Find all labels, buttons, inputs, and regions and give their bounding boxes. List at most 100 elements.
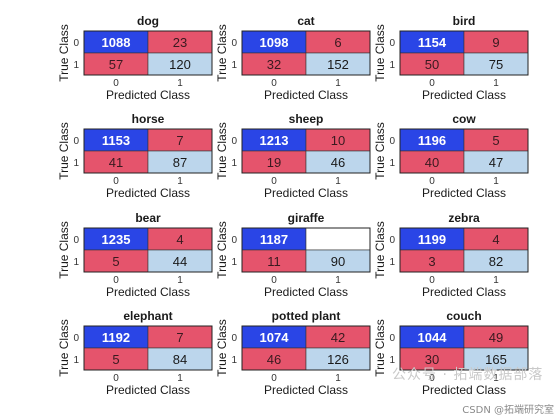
matrix-frame xyxy=(83,325,213,371)
cell-value-label: 41 xyxy=(109,155,123,170)
cell-value-label: 1044 xyxy=(418,330,448,345)
matrix-title: couch xyxy=(446,309,481,323)
x-axis-label: Predicted Class xyxy=(422,285,506,299)
y-tick-label: 1 xyxy=(73,158,79,169)
x-tick-label: 1 xyxy=(335,275,341,286)
matrix-title: giraffe xyxy=(288,211,325,225)
matrix-frame xyxy=(399,30,529,76)
x-tick-label: 1 xyxy=(335,176,341,187)
cell-value-label: 23 xyxy=(173,35,187,50)
x-tick-label: 0 xyxy=(429,373,435,384)
y-tick-label: 0 xyxy=(389,136,395,147)
x-tick-label: 1 xyxy=(335,373,341,384)
y-axis-label: True Class xyxy=(57,319,71,377)
matrix-frame xyxy=(83,227,213,273)
y-tick-label: 1 xyxy=(231,355,237,366)
x-tick-label: 1 xyxy=(493,78,499,89)
cell-value-label: 1187 xyxy=(260,232,288,247)
cell-value-label: 1192 xyxy=(102,330,130,345)
cell-value-label: 9 xyxy=(492,35,499,50)
cell-value-label: 1153 xyxy=(102,133,130,148)
matrix-title: horse xyxy=(132,112,165,126)
x-tick-label: 1 xyxy=(177,373,183,384)
y-tick-label: 0 xyxy=(231,333,237,344)
matrix-title: potted plant xyxy=(272,309,341,323)
y-tick-label: 0 xyxy=(73,136,79,147)
x-tick-label: 0 xyxy=(113,78,119,89)
y-tick-label: 1 xyxy=(389,158,395,169)
y-tick-label: 0 xyxy=(389,38,395,49)
cell-value-label: 4 xyxy=(492,232,499,247)
cell-value-label: 30 xyxy=(425,352,439,367)
cell-value-label: 1088 xyxy=(102,35,131,50)
x-tick-label: 1 xyxy=(493,373,499,384)
x-tick-label: 1 xyxy=(335,78,341,89)
x-tick-label: 1 xyxy=(177,78,183,89)
y-axis-label: True Class xyxy=(215,24,229,82)
y-axis-label: True Class xyxy=(373,221,387,279)
y-tick-label: 1 xyxy=(389,355,395,366)
x-tick-label: 1 xyxy=(493,176,499,187)
cell-value-label: 46 xyxy=(267,352,281,367)
cell-value-label: 152 xyxy=(327,57,349,72)
x-tick-label: 1 xyxy=(177,275,183,286)
y-tick-label: 1 xyxy=(73,257,79,268)
x-tick-label: 0 xyxy=(271,275,277,286)
y-axis-label: True Class xyxy=(215,221,229,279)
cell-value-label: 84 xyxy=(173,352,187,367)
cell-value-label: 4 xyxy=(176,232,183,247)
cell-value-label: 75 xyxy=(489,57,503,72)
matrix-title: cow xyxy=(452,112,476,126)
cell-value-label: 7 xyxy=(176,330,183,345)
y-tick-label: 0 xyxy=(73,38,79,49)
x-axis-label: Predicted Class xyxy=(106,383,190,397)
watermark-text: 公众号 · 拓端数据部落 xyxy=(392,367,544,383)
y-tick-label: 0 xyxy=(231,235,237,246)
x-tick-label: 1 xyxy=(177,176,183,187)
y-axis-label: True Class xyxy=(57,122,71,180)
x-tick-label: 0 xyxy=(113,176,119,187)
cell-value-label: 19 xyxy=(267,155,281,170)
cell-value-label: 1098 xyxy=(260,35,289,50)
matrix-frame xyxy=(241,30,371,76)
matrix-frame xyxy=(83,30,213,76)
matrix-title: bear xyxy=(135,211,161,225)
y-tick-label: 1 xyxy=(231,158,237,169)
x-axis-label: Predicted Class xyxy=(264,186,348,200)
cell-value-label: 50 xyxy=(425,57,439,72)
matrix-frame xyxy=(399,227,529,273)
cell-value-label: 7 xyxy=(176,133,183,148)
cell-value-label: 57 xyxy=(109,57,123,72)
x-tick-label: 0 xyxy=(271,78,277,89)
x-tick-label: 0 xyxy=(113,275,119,286)
credit-text: CSDN @拓端研究室 xyxy=(462,405,554,416)
cell-value-label: 1154 xyxy=(418,35,447,50)
y-tick-label: 0 xyxy=(73,235,79,246)
cell-value-label: 1074 xyxy=(260,330,290,345)
x-axis-label: Predicted Class xyxy=(422,88,506,102)
x-axis-label: Predicted Class xyxy=(106,186,190,200)
y-axis-label: True Class xyxy=(373,122,387,180)
y-tick-label: 0 xyxy=(73,333,79,344)
y-axis-label: True Class xyxy=(215,122,229,180)
x-axis-label: Predicted Class xyxy=(106,285,190,299)
cell-value-label: 46 xyxy=(331,155,345,170)
cell-value-label: 1213 xyxy=(260,133,289,148)
y-tick-label: 0 xyxy=(389,235,395,246)
cell-value-label: 32 xyxy=(267,57,281,72)
y-tick-label: 1 xyxy=(389,257,395,268)
y-tick-label: 1 xyxy=(73,60,79,71)
y-axis-label: True Class xyxy=(57,221,71,279)
y-tick-label: 1 xyxy=(389,60,395,71)
matrix-title: cat xyxy=(297,14,314,28)
matrix-title: dog xyxy=(137,14,159,28)
x-axis-label: Predicted Class xyxy=(264,285,348,299)
cell-value-label: 82 xyxy=(489,254,503,269)
matrix-title: elephant xyxy=(123,309,172,323)
x-tick-label: 0 xyxy=(113,373,119,384)
cell-value-label: 47 xyxy=(489,155,503,170)
cell-value-label: 10 xyxy=(331,133,345,148)
cell-value-label: 49 xyxy=(489,330,503,345)
matrix-frame xyxy=(241,325,371,371)
y-tick-label: 1 xyxy=(231,60,237,71)
